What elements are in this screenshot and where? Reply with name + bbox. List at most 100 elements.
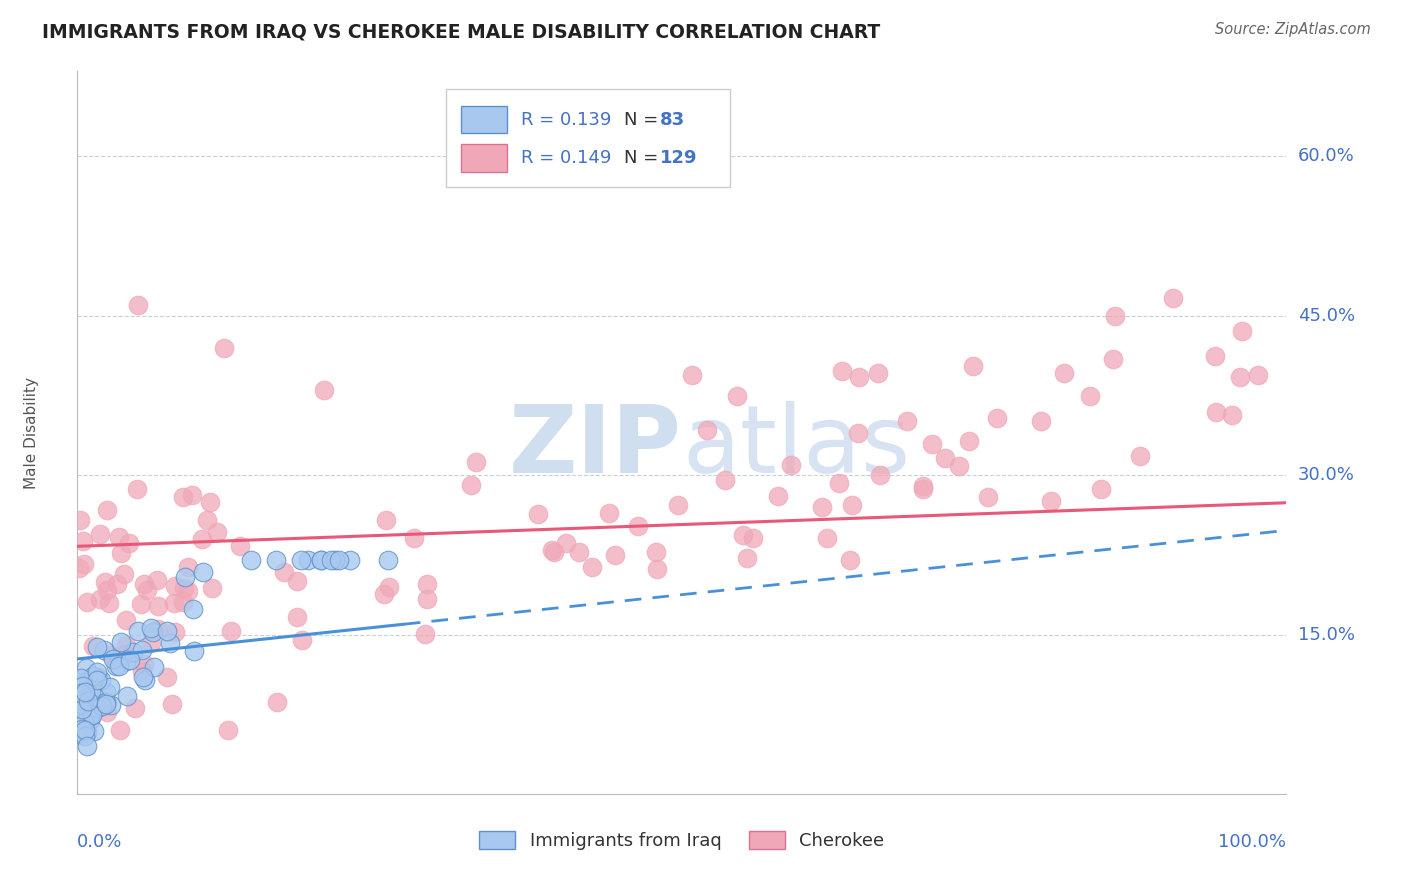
Point [212, 341, 235, 355]
Point [159, 636, 181, 650]
Point [219, 624, 242, 639]
Point [1090, 482, 1112, 496]
Point [198, 495, 221, 509]
Point [75, 661, 97, 675]
Text: R = 0.139: R = 0.139 [522, 111, 612, 128]
Point [67, 726, 90, 740]
Point [841, 498, 863, 512]
Point [94, 575, 117, 590]
Point [323, 553, 346, 567]
Point [912, 478, 935, 492]
Point [193, 565, 215, 579]
Point [69, 513, 91, 527]
Point [73, 715, 96, 730]
Point [76, 739, 98, 753]
Point [957, 434, 980, 448]
Point [127, 298, 149, 312]
Point [145, 573, 167, 587]
Point [125, 482, 148, 496]
Point [948, 458, 970, 473]
Point [290, 553, 312, 567]
Point [1161, 291, 1184, 305]
Point [1102, 352, 1125, 367]
Point [172, 595, 194, 609]
Point [73, 685, 96, 699]
Point [82, 708, 104, 723]
Point [377, 553, 399, 567]
Point [416, 577, 439, 591]
Point [831, 364, 853, 378]
Point [581, 560, 603, 574]
Point [1230, 324, 1253, 338]
Point [69, 680, 91, 694]
Point [98, 681, 121, 695]
Point [285, 609, 308, 624]
Point [163, 596, 186, 610]
Point [86, 640, 108, 655]
Point [142, 624, 165, 639]
Point [195, 513, 218, 527]
Text: N =: N = [624, 149, 664, 167]
Point [146, 599, 169, 613]
Point [67, 693, 90, 707]
Point [173, 581, 195, 595]
Point [83, 723, 105, 738]
Point [339, 553, 361, 567]
Point [1104, 309, 1126, 323]
Point [460, 477, 482, 491]
Point [183, 601, 205, 615]
Point [67, 692, 90, 706]
Point [70, 722, 93, 736]
Point [66, 715, 89, 730]
Point [543, 545, 565, 559]
Point [200, 582, 222, 596]
Point [934, 451, 956, 466]
Point [82, 640, 104, 654]
Text: 83: 83 [661, 111, 685, 128]
Point [416, 592, 439, 607]
Point [1246, 368, 1268, 382]
Point [162, 697, 184, 711]
Point [962, 359, 984, 373]
Point [96, 502, 118, 516]
Point [1222, 408, 1244, 422]
Point [70, 686, 93, 700]
Point [810, 500, 832, 515]
Point [67, 561, 90, 575]
Point [70, 692, 93, 706]
Point [70, 679, 93, 693]
Point [86, 670, 108, 684]
Point [191, 532, 214, 546]
Point [291, 632, 314, 647]
Point [848, 426, 870, 441]
Point [848, 369, 870, 384]
Point [413, 627, 436, 641]
Point [505, 149, 527, 163]
Point [1129, 449, 1152, 463]
Point [73, 558, 96, 572]
Point [75, 675, 97, 690]
Point [108, 530, 131, 544]
Point [205, 524, 228, 539]
Point [108, 658, 131, 673]
Text: N =: N = [624, 111, 664, 128]
Point [666, 498, 689, 512]
Point [129, 597, 152, 611]
Point [110, 546, 132, 560]
Point [217, 723, 239, 738]
Text: 0.0%: 0.0% [77, 833, 122, 851]
Point [603, 548, 626, 562]
Point [1229, 369, 1251, 384]
Point [285, 574, 308, 588]
Point [696, 423, 718, 437]
Point [731, 528, 754, 542]
Point [176, 560, 198, 574]
Text: 129: 129 [661, 149, 697, 167]
Point [174, 570, 197, 584]
Point [86, 701, 108, 715]
Point [115, 638, 138, 652]
Point [115, 654, 138, 668]
Point [815, 532, 838, 546]
Point [79, 683, 101, 698]
Point [67, 706, 90, 720]
